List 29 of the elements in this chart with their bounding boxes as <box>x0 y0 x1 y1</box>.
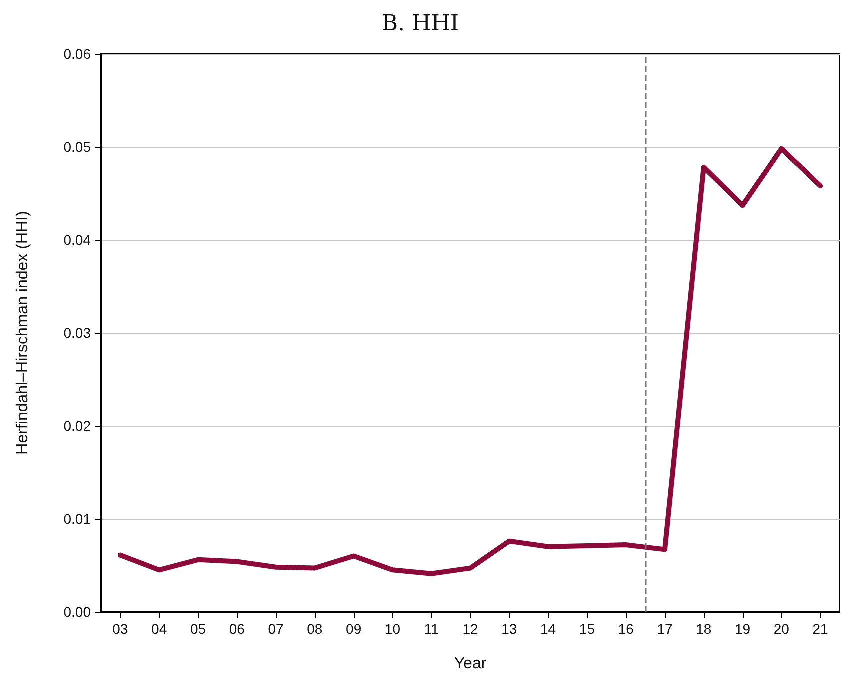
x-tick-label: 14 <box>540 621 556 637</box>
x-tick-label: 07 <box>268 621 284 637</box>
x-axis-title: Year <box>454 656 488 672</box>
x-tick-label: 11 <box>424 621 440 637</box>
x-tick-label: 12 <box>462 621 478 637</box>
x-tick-label: 15 <box>579 621 596 637</box>
x-tick-label: 05 <box>190 621 206 637</box>
y-tick-label: 0.05 <box>64 139 92 155</box>
y-tick-label: 0.04 <box>64 232 92 248</box>
y-axis-title: Herfindahl–Hirschman index (HHI) <box>14 211 32 455</box>
chart-title: B. HHI <box>382 12 460 36</box>
y-tick-label: 0.03 <box>64 325 92 341</box>
y-tick-label: 0.02 <box>64 418 92 434</box>
x-tick-label: 17 <box>657 621 673 637</box>
y-tick-label: 0.01 <box>64 511 92 527</box>
x-tick-label: 04 <box>152 621 168 637</box>
y-tick-label: 0.06 <box>64 46 92 62</box>
x-tick-label: 20 <box>774 621 790 637</box>
x-tick-label: 03 <box>112 621 128 637</box>
x-tick-label: 19 <box>734 621 751 637</box>
x-tick-label: 08 <box>307 621 323 637</box>
x-tick-label: 21 <box>812 621 829 637</box>
x-tick-label: 09 <box>346 621 362 637</box>
x-tick-label: 10 <box>384 621 401 637</box>
x-tick-label: 06 <box>229 621 246 637</box>
x-tick-label: 16 <box>618 621 634 637</box>
x-tick-label: 13 <box>502 621 518 637</box>
x-tick-label: 18 <box>696 621 712 637</box>
y-tick-label: 0.00 <box>64 604 92 620</box>
